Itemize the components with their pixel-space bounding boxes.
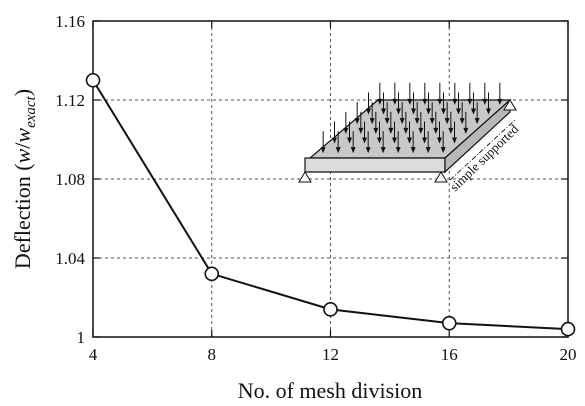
load-arrow-head <box>399 118 405 125</box>
load-arrow-head <box>377 137 382 144</box>
load-arrow-head <box>448 127 454 134</box>
x-tick-label: 4 <box>89 345 98 364</box>
load-arrow-head <box>411 108 416 115</box>
load-arrow-head <box>482 98 488 105</box>
y-tick-label: 1.12 <box>55 91 85 110</box>
load-arrow-head <box>369 118 375 125</box>
x-tick-label: 12 <box>322 345 339 364</box>
load-arrow-head <box>377 98 383 105</box>
load-arrow-head <box>381 108 386 115</box>
x-tick-label: 8 <box>208 345 217 364</box>
data-point <box>85 72 101 88</box>
load-arrow-head <box>392 98 398 105</box>
load-arrow-head <box>335 147 341 154</box>
load-arrow-head <box>452 98 458 105</box>
y-tick-label: 1 <box>77 328 86 347</box>
data-point <box>560 321 576 337</box>
load-arrow-head <box>497 98 503 105</box>
load-arrow-head <box>441 108 446 115</box>
load-arrow-head <box>467 98 473 105</box>
load-arrow-head <box>343 127 349 134</box>
load-arrow-head <box>392 137 397 144</box>
support-right <box>434 171 448 183</box>
load-arrow-head <box>471 108 476 115</box>
load-arrow-head <box>418 127 424 134</box>
load-arrow-head <box>366 108 371 115</box>
load-arrow-head <box>444 118 450 125</box>
load-arrow-head <box>433 127 439 134</box>
data-point <box>441 315 457 331</box>
plate-with-distributed-load-icon: simple supported <box>298 82 522 194</box>
x-tick-label: 16 <box>441 345 458 364</box>
load-arrow-head <box>388 127 394 134</box>
load-arrow-head <box>373 127 379 134</box>
load-arrows <box>320 82 503 154</box>
load-arrow-head <box>414 118 420 125</box>
load-arrow-head <box>437 98 443 105</box>
load-arrow-head <box>456 108 461 115</box>
load-arrow-head <box>422 137 427 144</box>
load-arrow-head <box>422 98 428 105</box>
load-arrow-head <box>407 98 413 105</box>
y-axis-title: Deflection (w/wexact) <box>10 89 39 269</box>
data-point <box>204 266 220 282</box>
load-arrow-head <box>426 108 431 115</box>
load-arrow-head <box>354 118 360 125</box>
load-arrow-head <box>403 127 409 134</box>
load-arrow-head <box>347 137 352 144</box>
y-tick-labels: 1 1.04 1.08 1.12 1.16 <box>55 12 85 347</box>
load-arrow-head <box>429 118 435 125</box>
load-arrow-head <box>407 137 412 144</box>
load-arrow-head <box>440 147 446 154</box>
support-left <box>298 171 312 183</box>
data-point <box>323 302 338 317</box>
load-arrow-head <box>437 137 442 144</box>
load-arrow-head <box>362 137 367 144</box>
load-arrow-head <box>410 147 416 154</box>
load-arrow-head <box>425 147 431 154</box>
y-tick-label: 1.16 <box>55 12 85 31</box>
axis-ticks <box>92 20 569 338</box>
load-arrow-head <box>474 118 480 125</box>
y-tick-label: 1.04 <box>55 249 85 268</box>
load-arrow-head <box>350 147 356 154</box>
load-arrow-head <box>365 147 371 154</box>
load-arrow-head <box>396 108 401 115</box>
support-back <box>503 99 517 111</box>
load-arrow-head <box>459 118 465 125</box>
y-tick-label: 1.08 <box>55 170 85 189</box>
load-arrow-head <box>486 108 491 115</box>
load-arrow-head <box>384 118 390 125</box>
load-arrow-head <box>320 147 326 154</box>
load-arrow-head <box>380 147 386 154</box>
x-tick-labels: 4 8 12 16 20 <box>89 345 577 364</box>
load-arrow-head <box>358 127 364 134</box>
grid-lines <box>93 21 568 337</box>
load-arrow-head <box>332 137 337 144</box>
x-axis-title: No. of mesh division <box>238 378 423 403</box>
load-arrow-head <box>395 147 401 154</box>
x-tick-label: 20 <box>560 345 577 364</box>
data-markers <box>85 72 576 337</box>
load-arrow-head <box>463 127 469 134</box>
load-arrow-head <box>452 137 457 144</box>
